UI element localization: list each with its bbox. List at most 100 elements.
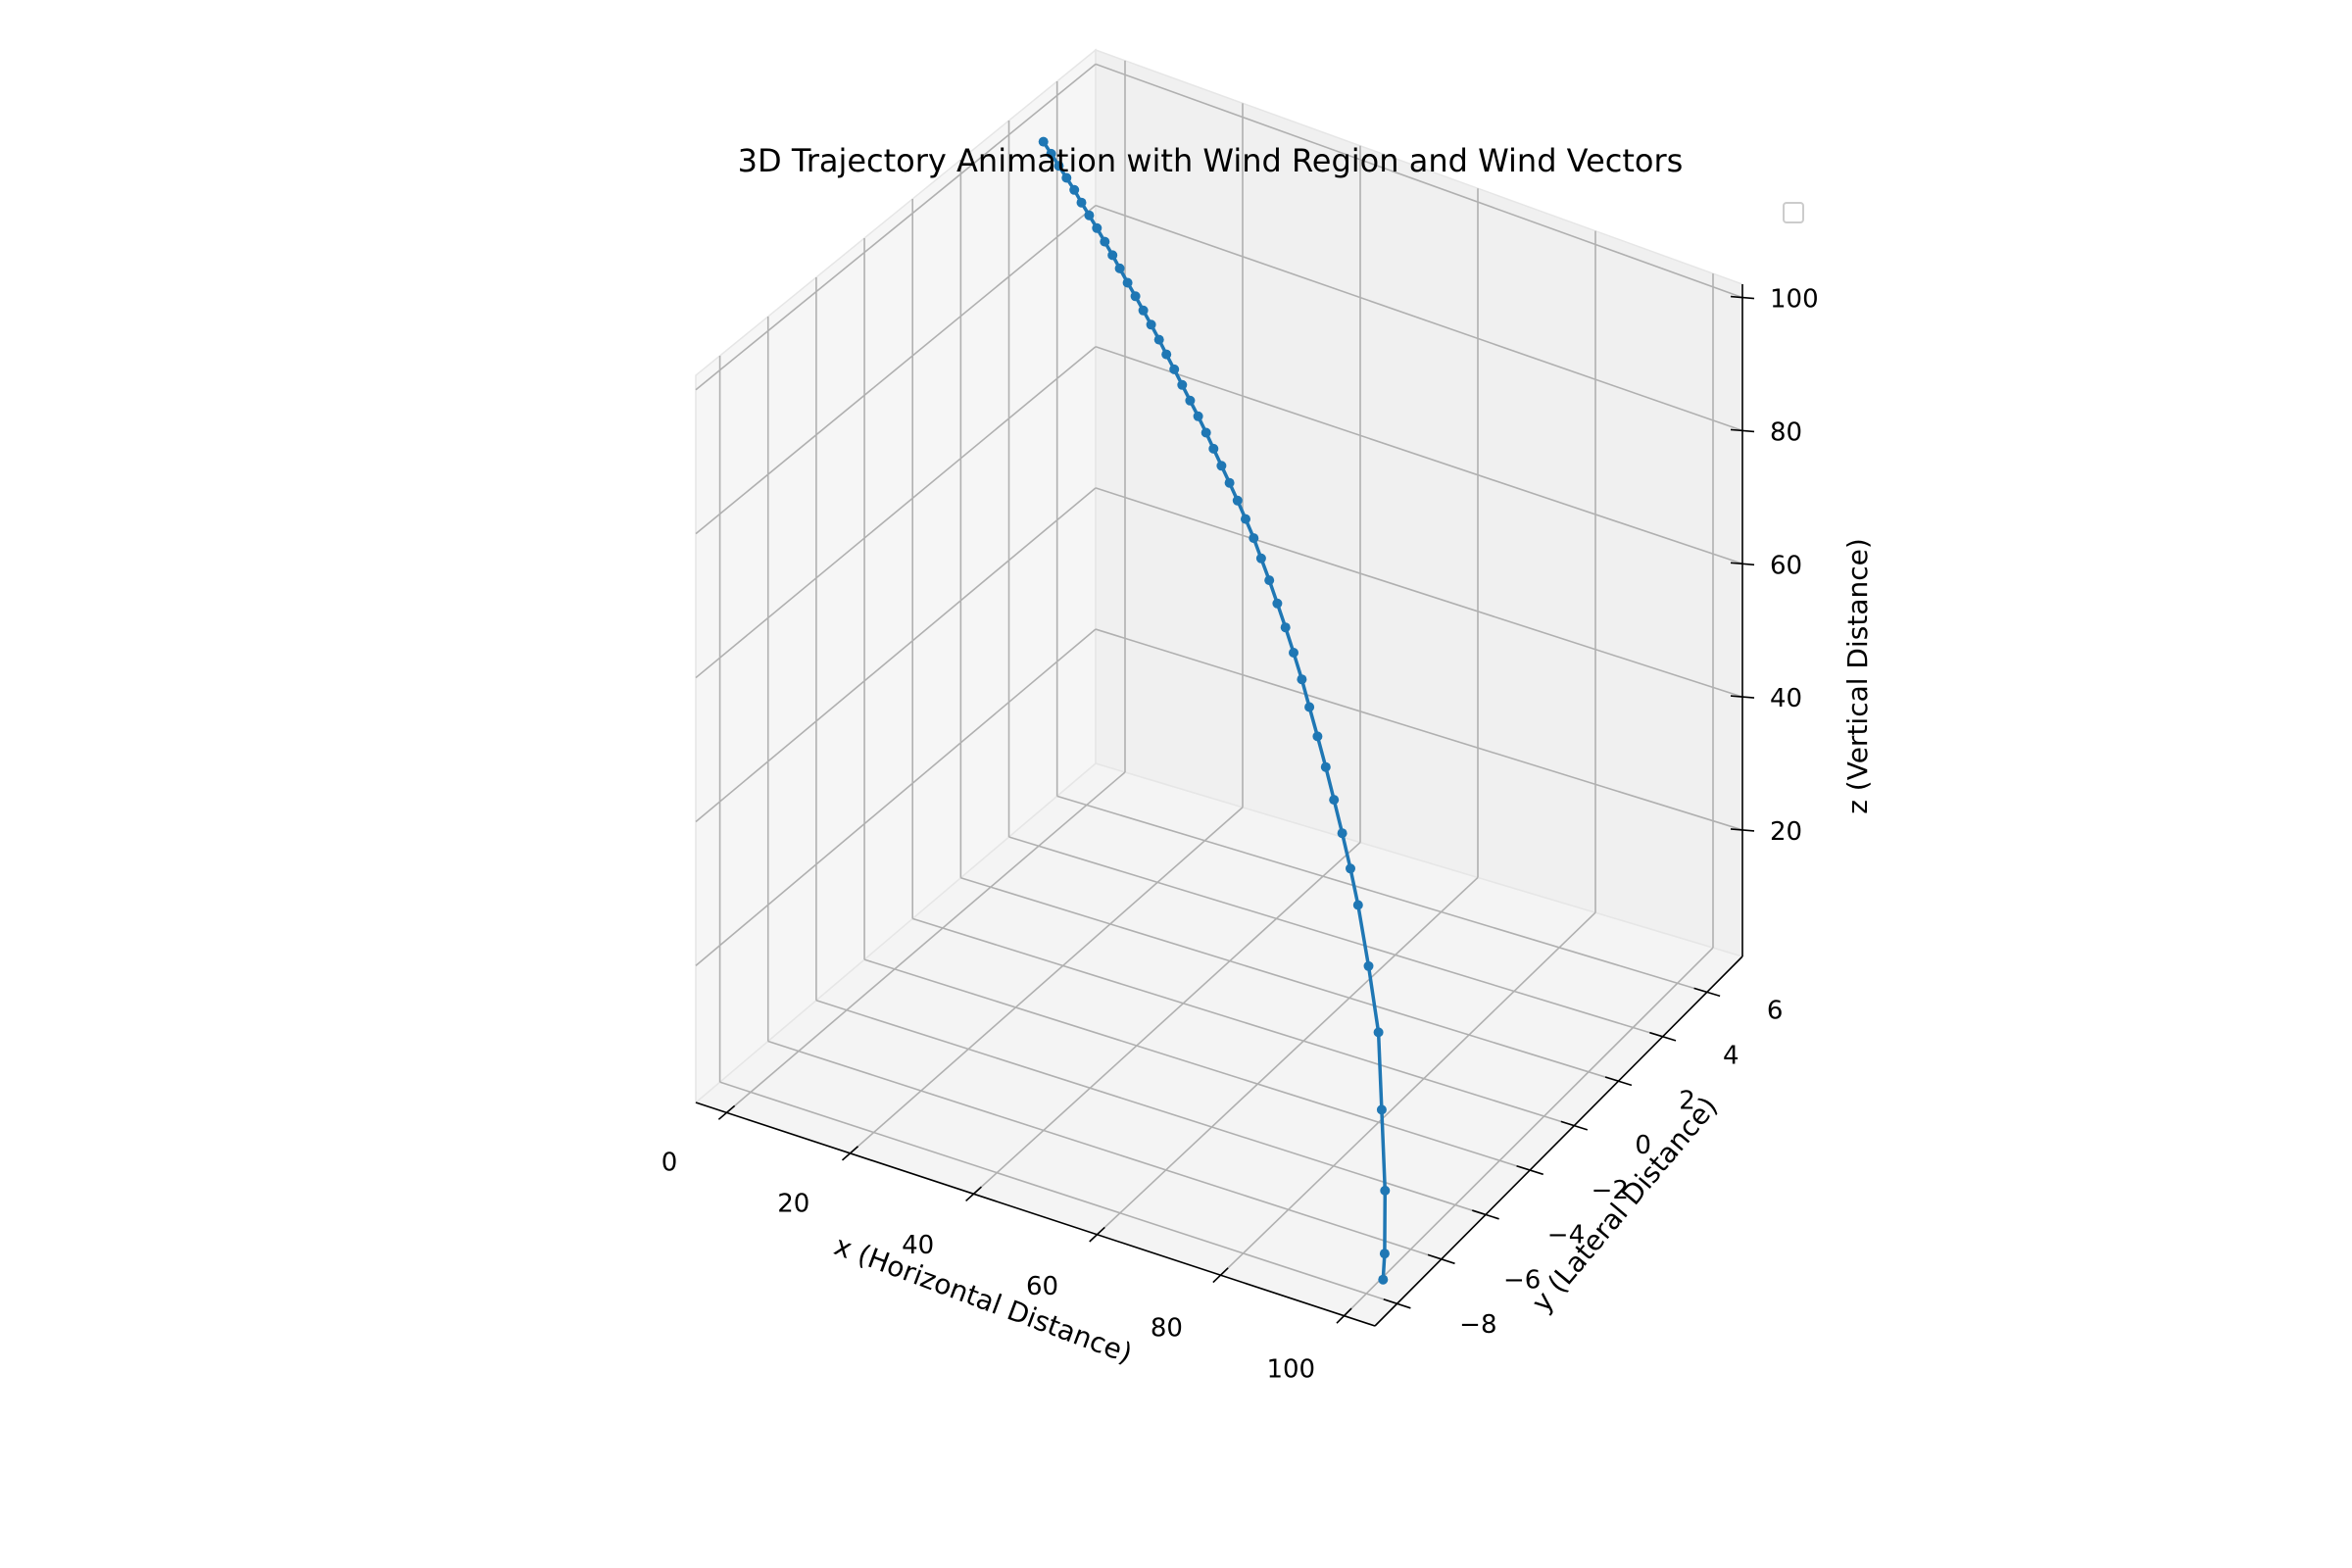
trajectory-point	[1146, 319, 1156, 330]
z-tick-mark	[1730, 695, 1755, 699]
x-grid-floor	[725, 771, 1126, 1113]
y-grid-floor	[767, 1040, 1443, 1260]
trajectory-point	[1380, 1185, 1391, 1196]
trajectory-point	[1264, 575, 1275, 586]
y-tick-mark	[1383, 1298, 1411, 1309]
x-tick-label: 60	[1026, 1272, 1058, 1301]
trajectory-point	[1084, 210, 1095, 220]
z-grid-left	[695, 63, 1097, 391]
x-tick-label: 20	[777, 1190, 809, 1219]
trajectory-point	[1289, 648, 1298, 658]
y-tick-label: −8	[1459, 1310, 1496, 1340]
x-tick-mark	[1089, 1226, 1105, 1243]
trajectory-point	[1153, 334, 1164, 345]
y-tick-label: 0	[1635, 1131, 1651, 1160]
y-tick-mark	[1560, 1120, 1589, 1131]
y-grid-floor	[863, 958, 1531, 1171]
y-tick-mark	[1427, 1253, 1455, 1265]
trajectory-point	[1297, 674, 1307, 685]
x-axis-line	[695, 1102, 1376, 1327]
y-grid-floor	[719, 1081, 1397, 1305]
trajectory-point	[1346, 863, 1355, 874]
trajectory-point	[1241, 514, 1250, 524]
x-tick-mark	[1212, 1267, 1229, 1284]
chart-title: 3D Trajectory Animation with Wind Region…	[738, 142, 1684, 179]
y-grid-floor	[1008, 836, 1663, 1038]
trajectory-point	[1373, 1027, 1384, 1038]
trajectory-point	[1092, 222, 1102, 233]
z-grid-back	[1095, 628, 1743, 831]
y-tick-mark	[1472, 1209, 1499, 1220]
z-grid-back	[1095, 487, 1743, 698]
y-tick-label: −4	[1547, 1221, 1585, 1250]
x-tick-label: 40	[902, 1231, 934, 1260]
trajectory-point	[1038, 136, 1049, 147]
trajectory-point	[1304, 702, 1315, 712]
trajectory-point	[1046, 148, 1056, 159]
z-tick-label: 100	[1770, 285, 1819, 315]
x-grid-floor	[1219, 911, 1596, 1276]
x-grid-floor	[1343, 947, 1714, 1317]
y-axis-line	[1374, 956, 1743, 1327]
y-tick-mark	[1604, 1076, 1633, 1087]
trajectory-point	[1312, 731, 1323, 742]
z-tick-mark	[1730, 828, 1755, 832]
axis-lines	[695, 284, 1755, 1327]
z-grid-left	[695, 346, 1097, 679]
series-layer	[1038, 136, 1391, 1285]
trajectory-point	[1054, 161, 1064, 172]
x-grid-floor	[972, 841, 1361, 1195]
x-tick-mark	[1336, 1307, 1352, 1324]
x-tick-mark	[841, 1146, 859, 1161]
trajectory-point	[1185, 395, 1196, 406]
y-tick-mark	[1693, 987, 1721, 998]
x-grid-floor	[1096, 876, 1479, 1236]
trajectory-point	[1100, 236, 1110, 247]
x-tick-label: 80	[1151, 1313, 1183, 1343]
y-grid-floor	[1056, 795, 1708, 994]
x-tick-mark	[965, 1186, 982, 1202]
y-tick-label: 4	[1723, 1042, 1740, 1071]
z-tick-mark	[1730, 562, 1755, 566]
trajectory-point	[1107, 250, 1118, 261]
y-grid-floor	[815, 1000, 1487, 1216]
trajectory-point	[1255, 553, 1266, 564]
trajectory-point	[1122, 277, 1133, 288]
y-grid-floor	[911, 917, 1575, 1127]
trajectory-point	[1249, 533, 1259, 544]
x-tick-label: 100	[1266, 1355, 1315, 1385]
trajectory-point	[1193, 411, 1203, 421]
z-tick-mark	[1730, 428, 1755, 433]
legend-box	[1783, 202, 1804, 223]
y-tick-label: 6	[1767, 997, 1784, 1026]
trajectory-point	[1161, 349, 1172, 360]
grid-lines	[695, 60, 1743, 1317]
y-tick-mark	[1516, 1164, 1544, 1176]
trajectory-point	[1320, 761, 1331, 772]
trajectory-point	[1114, 263, 1125, 273]
z-tick-label: 20	[1770, 817, 1802, 847]
trajectory-point	[1200, 427, 1211, 438]
y-tick-mark	[1649, 1031, 1677, 1042]
x-grid-floor	[849, 807, 1244, 1154]
z-tick-mark	[1730, 295, 1755, 300]
z-tick-label: 60	[1770, 551, 1802, 580]
z-grid-left	[695, 487, 1097, 823]
x-axis-label: x (Horizontal Distance)	[830, 1229, 1137, 1370]
trajectory-point	[1138, 305, 1149, 316]
trajectory-point	[1076, 197, 1087, 208]
trajectory-point	[1352, 900, 1363, 910]
z-tick-label: 40	[1770, 684, 1802, 713]
z-grid-back	[1095, 345, 1743, 565]
trajectory-point	[1177, 379, 1188, 390]
z-grid-left	[695, 204, 1097, 535]
trajectory-point	[1337, 828, 1348, 839]
trajectory-point	[1208, 443, 1219, 454]
z-tick-label: 80	[1770, 417, 1802, 447]
trajectory-point	[1329, 795, 1340, 806]
trajectory-point	[1130, 291, 1141, 302]
z-grid-back	[1095, 204, 1743, 432]
